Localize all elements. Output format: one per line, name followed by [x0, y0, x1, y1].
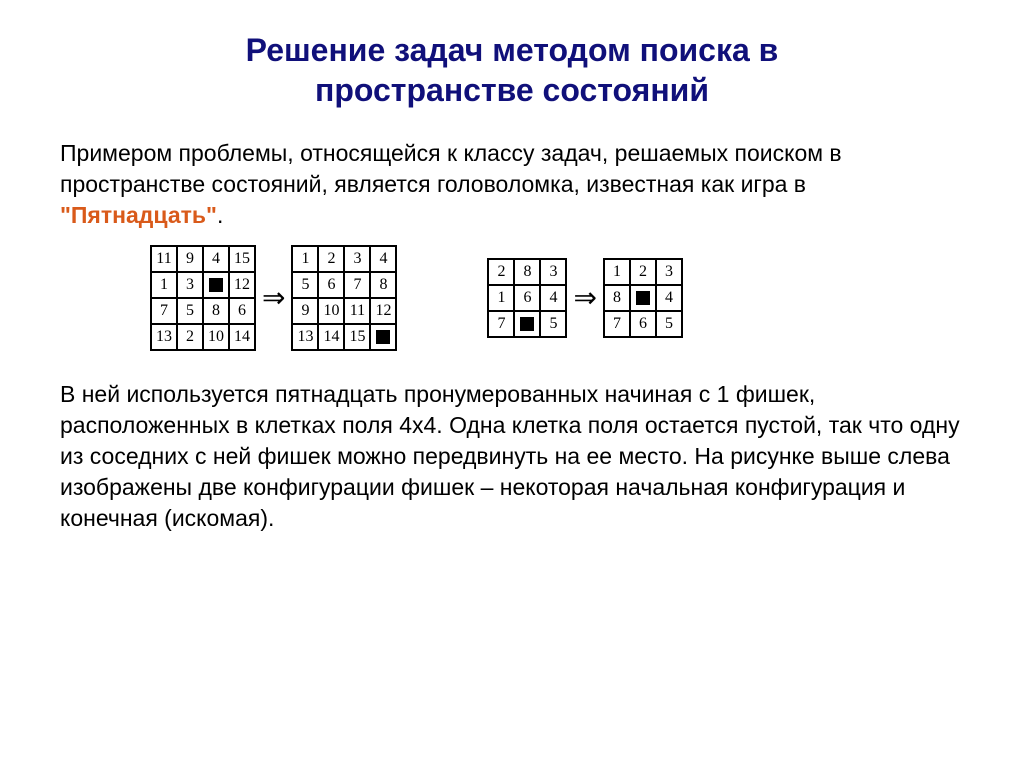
grid-cell: 11 — [151, 246, 177, 272]
puzzle15-start: 119415131275861321014 — [150, 245, 256, 351]
grid-cell: 14 — [318, 324, 344, 350]
grid-cell: 4 — [540, 285, 566, 311]
grid-cell: 15 — [344, 324, 370, 350]
blank-tile-icon — [376, 330, 390, 344]
grid-cell: 8 — [514, 259, 540, 285]
grid-cell: 8 — [370, 272, 396, 298]
grid-cell — [514, 311, 540, 337]
grid-cell: 8 — [203, 298, 229, 324]
grid-cell: 12 — [370, 298, 396, 324]
puzzle-15-pair: 119415131275861321014 ⇒ 1234567891011121… — [150, 245, 397, 351]
grid-cell: 7 — [151, 298, 177, 324]
grid-cell: 11 — [344, 298, 370, 324]
grid-cell: 6 — [514, 285, 540, 311]
puzzles-row: 119415131275861321014 ⇒ 1234567891011121… — [60, 245, 964, 351]
grid-cell: 5 — [292, 272, 318, 298]
grid-cell: 5 — [177, 298, 203, 324]
grid-cell: 2 — [177, 324, 203, 350]
body-paragraph: В ней используется пятнадцать пронумеров… — [60, 379, 964, 534]
grid-cell: 1 — [151, 272, 177, 298]
arrow-icon: ⇒ — [260, 281, 287, 315]
grid-cell: 9 — [177, 246, 203, 272]
grid-cell — [203, 272, 229, 298]
arrow-icon: ⇒ — [571, 281, 598, 315]
grid-cell: 3 — [344, 246, 370, 272]
grid-cell: 10 — [203, 324, 229, 350]
grid-cell: 4 — [203, 246, 229, 272]
grid-cell: 13 — [151, 324, 177, 350]
blank-tile-icon — [209, 278, 223, 292]
grid-cell: 15 — [229, 246, 255, 272]
grid-cell: 14 — [229, 324, 255, 350]
grid-cell: 1 — [292, 246, 318, 272]
intro-paragraph: Примером проблемы, относящейся к классу … — [60, 138, 964, 231]
grid-cell: 7 — [344, 272, 370, 298]
title-line-2: пространстве состояний — [60, 70, 964, 110]
grid-cell: 6 — [318, 272, 344, 298]
grid-cell: 2 — [318, 246, 344, 272]
grid-cell: 5 — [540, 311, 566, 337]
grid-cell: 13 — [292, 324, 318, 350]
grid-cell: 12 — [229, 272, 255, 298]
blank-tile-icon — [520, 317, 534, 331]
slide-title: Решение задач методом поиска в пространс… — [60, 30, 964, 110]
grid-cell: 7 — [488, 311, 514, 337]
grid-cell: 2 — [630, 259, 656, 285]
grid-cell: 6 — [630, 311, 656, 337]
grid-cell: 3 — [656, 259, 682, 285]
intro-text-post: . — [217, 202, 223, 228]
grid-cell: 6 — [229, 298, 255, 324]
intro-highlight: "Пятнадцать" — [60, 202, 217, 228]
title-line-1: Решение задач методом поиска в — [60, 30, 964, 70]
blank-tile-icon — [636, 291, 650, 305]
puzzle8-start: 28316475 — [487, 258, 567, 338]
grid-cell: 3 — [540, 259, 566, 285]
grid-cell: 2 — [488, 259, 514, 285]
grid-cell — [370, 324, 396, 350]
grid-cell: 9 — [292, 298, 318, 324]
grid-cell: 7 — [604, 311, 630, 337]
grid-cell: 4 — [656, 285, 682, 311]
grid-cell: 8 — [604, 285, 630, 311]
puzzle15-goal: 123456789101112131415 — [291, 245, 397, 351]
grid-cell: 4 — [370, 246, 396, 272]
grid-cell: 1 — [488, 285, 514, 311]
puzzle-8-pair: 28316475 ⇒ 12384765 — [487, 258, 682, 338]
grid-cell: 3 — [177, 272, 203, 298]
grid-cell: 1 — [604, 259, 630, 285]
grid-cell: 10 — [318, 298, 344, 324]
puzzle8-goal: 12384765 — [603, 258, 683, 338]
grid-cell — [630, 285, 656, 311]
grid-cell: 5 — [656, 311, 682, 337]
intro-text-pre: Примером проблемы, относящейся к классу … — [60, 140, 842, 197]
